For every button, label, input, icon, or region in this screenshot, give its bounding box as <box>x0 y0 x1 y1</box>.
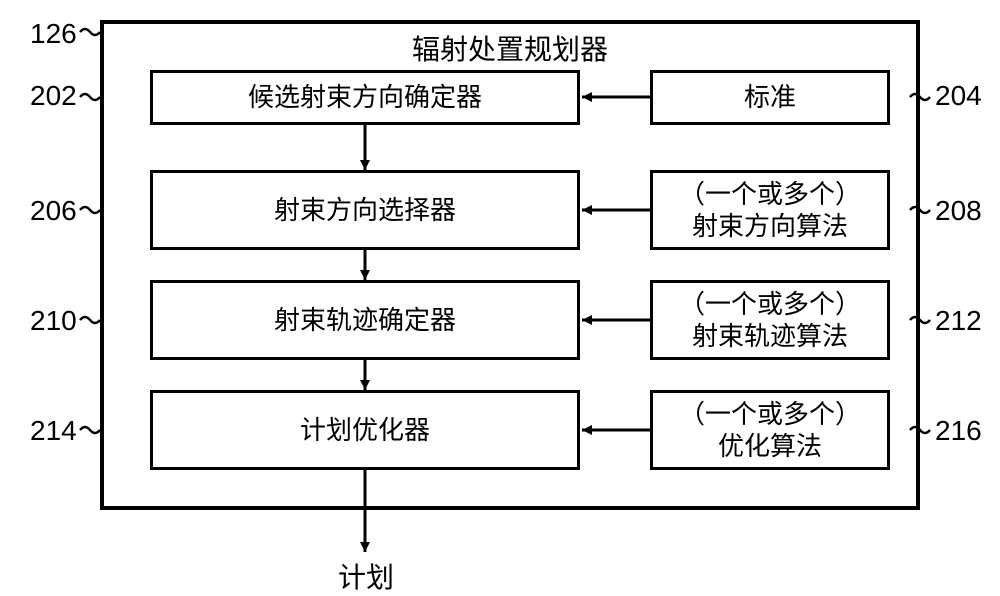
label-206: 206 <box>30 195 77 227</box>
label-216: 216 <box>935 415 982 447</box>
tick-206 <box>80 207 100 213</box>
tick-214 <box>80 427 100 433</box>
box-candidate-beam-direction-determiner: 候选射束方向确定器 <box>150 70 580 125</box>
output-label: 计划 <box>338 556 394 596</box>
label-214: 214 <box>30 415 77 447</box>
tick-210 <box>80 317 100 323</box>
tick-202 <box>80 94 100 100</box>
box-beam-direction-algorithms: （一个或多个） 射束方向算法 <box>650 170 890 250</box>
planner-title: 辐射处置规划器 <box>100 28 920 68</box>
label-210: 210 <box>30 305 77 337</box>
box-plan-optimizer: 计划优化器 <box>150 390 580 470</box>
label-204: 204 <box>935 80 982 112</box>
tick-126 <box>80 29 100 35</box>
label-208: 208 <box>935 195 982 227</box>
box-beam-direction-selector: 射束方向选择器 <box>150 170 580 250</box>
box-criteria: 标准 <box>650 70 890 125</box>
box-beam-trajectory-determiner: 射束轨迹确定器 <box>150 280 580 360</box>
label-202: 202 <box>30 80 77 112</box>
box-beam-trajectory-algorithms: （一个或多个） 射束轨迹算法 <box>650 280 890 360</box>
label-212: 212 <box>935 305 982 337</box>
box-optimization-algorithms: （一个或多个） 优化算法 <box>650 390 890 470</box>
label-126: 126 <box>30 18 77 50</box>
